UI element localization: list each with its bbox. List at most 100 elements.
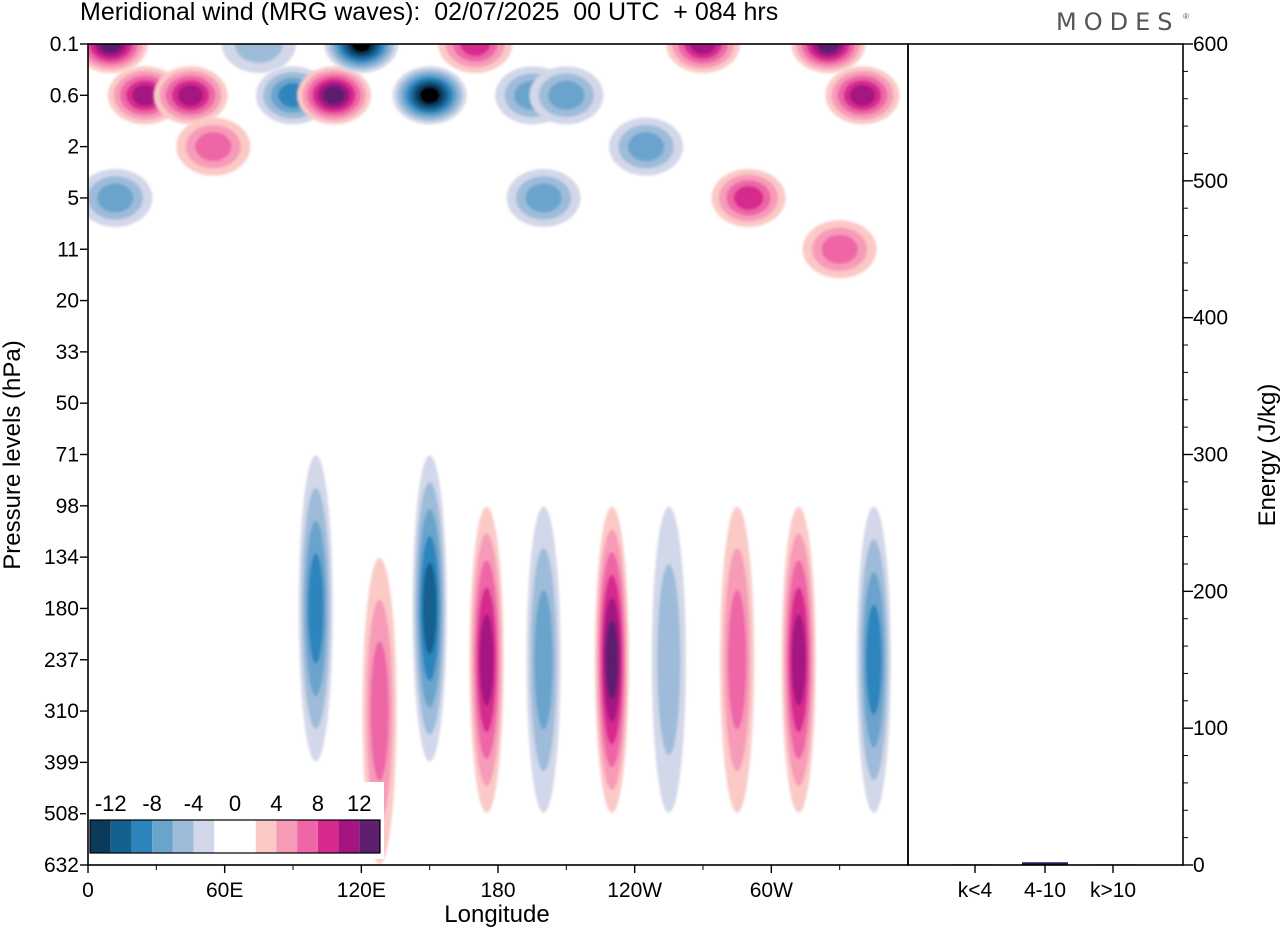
contour-band (460, 44, 491, 57)
colorbar-frame (89, 819, 381, 854)
y-tick-label: 71 (56, 444, 79, 467)
energy-bars: k<4 4-10 k>10 (952, 862, 1136, 902)
contour-band (177, 84, 204, 106)
y-tick-label: 5 (67, 187, 79, 210)
colorbar-label: -4 (184, 791, 204, 816)
contour-band (849, 84, 876, 106)
heatmap-feature (825, 66, 900, 125)
x-tick-label: 60E (206, 879, 243, 902)
contour-band (422, 562, 437, 655)
energy-tick-label: 0 (1193, 854, 1205, 877)
heatmap-feature (438, 44, 513, 73)
heatmap-feature (88, 44, 148, 73)
contour-band (234, 44, 283, 63)
energy-category-label: k>10 (1090, 879, 1136, 902)
contour-band (351, 44, 372, 53)
colorbar-swatch (214, 820, 235, 853)
heatmap-feature (526, 506, 561, 813)
y-tick-label: 632 (44, 854, 79, 877)
colorbar-label: 4 (270, 791, 282, 816)
heatmap-feature (176, 117, 251, 176)
modes-logo: MODES (1056, 8, 1180, 36)
energy-tick-label: 500 (1193, 170, 1228, 193)
contour-band (548, 80, 585, 110)
contour-band (479, 613, 494, 706)
contour-band (307, 553, 324, 664)
energy-bar (1022, 862, 1068, 865)
x-axis-title: Longitude (444, 901, 549, 928)
colorbar-swatch (297, 820, 318, 853)
energy-frame (907, 43, 1184, 866)
heatmap-field (88, 44, 900, 865)
y-tick-label: 0.6 (50, 84, 79, 107)
heatmap-feature (802, 220, 877, 279)
chart-title: Meridional wind (MRG waves): 02/07/2025 … (80, 0, 779, 26)
heatmap-feature (298, 455, 333, 762)
energy-tick-label: 300 (1193, 444, 1228, 467)
colorbar-swatch (255, 820, 277, 853)
energy-tick-label: 600 (1193, 33, 1228, 56)
colorbar-label: 8 (312, 791, 324, 816)
y-tick-label: 20 (56, 290, 79, 313)
registered-mark: ® (1183, 12, 1189, 21)
y-tick-label: 134 (44, 546, 79, 569)
contour-band (865, 604, 882, 715)
energy-tick-label: 200 (1193, 580, 1228, 603)
heatmap-feature (392, 66, 467, 125)
contour-band (690, 44, 716, 55)
heatmap-feature (666, 44, 740, 73)
y-tick-label: 399 (44, 751, 79, 774)
contour-band (817, 44, 840, 54)
heatmap-feature (711, 168, 786, 227)
colorbar-label: -12 (95, 791, 127, 816)
contour-band (132, 84, 158, 106)
heatmap-feature (324, 44, 399, 73)
x-tick-label: 120W (607, 879, 662, 902)
colorbar-swatch (90, 820, 111, 853)
energy-category-label: k<4 (958, 879, 993, 902)
heatmap-feature (651, 506, 686, 813)
colorbar-label: -8 (142, 791, 162, 816)
colorbar-label: 12 (347, 791, 371, 816)
heatmap-feature (153, 66, 228, 125)
x-tick-label: 60W (750, 879, 793, 902)
energy-axis-title: Energy (J/kg) (1254, 384, 1280, 527)
colorbar-swatch (235, 820, 256, 853)
contour-band (821, 234, 858, 264)
x-axis-ticks: 0 60E 120E 180 120W 60W (82, 865, 841, 902)
colorbar-swatch (338, 820, 360, 853)
heatmap-feature (297, 66, 371, 125)
colorbar-swatch (152, 820, 173, 853)
energy-category-label: 4-10 (1024, 879, 1066, 902)
energy-axis-ticks: 0 100 200 300 400 500 600 (1183, 33, 1228, 877)
contour-band (733, 185, 764, 210)
heatmap-feature (856, 506, 891, 813)
y-tick-label: 33 (56, 341, 79, 364)
contour-band (627, 132, 665, 162)
contour-band (322, 86, 346, 105)
y-tick-label: 0.1 (50, 33, 79, 56)
contour-band (195, 132, 232, 162)
y-tick-label: 237 (44, 649, 79, 672)
contour-band (370, 641, 389, 781)
colorbar-label: 0 (229, 791, 241, 816)
heatmap-feature (791, 44, 866, 73)
contour-band (419, 86, 440, 104)
y-axis-ticks: 0.1 0.6 2 5 11 20 33 50 71 98 134 180 237 310 399 508 63… (44, 33, 88, 877)
y-tick-label: 50 (56, 392, 79, 415)
contour-band (97, 183, 134, 213)
contour-band (791, 613, 806, 706)
heatmap-feature (594, 506, 629, 813)
colorbar-swatch (131, 820, 153, 853)
energy-tick-label: 100 (1193, 717, 1228, 740)
y-tick-label: 2 (67, 136, 79, 159)
y-axis-title: Pressure levels (hPa) (0, 340, 26, 569)
heatmap-feature (529, 66, 604, 125)
contour-band (525, 183, 562, 213)
y-tick-label: 98 (56, 495, 79, 518)
y-tick-label: 508 (44, 803, 79, 826)
x-tick-label: 0 (82, 879, 94, 902)
heatmap-feature (781, 506, 816, 813)
colorbar-swatch (359, 820, 380, 853)
heatmap-feature (609, 117, 684, 176)
